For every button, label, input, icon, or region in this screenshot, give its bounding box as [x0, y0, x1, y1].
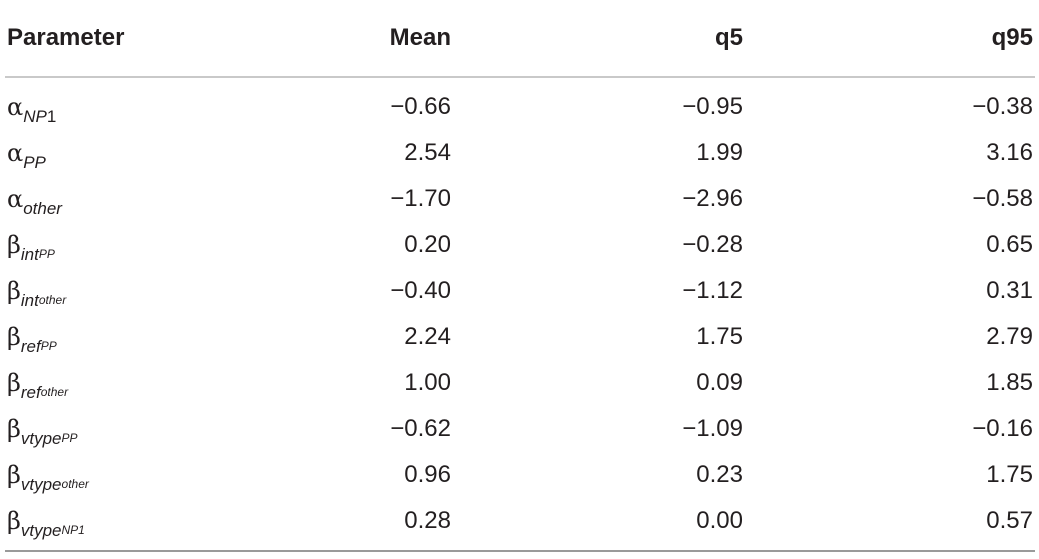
parameter-subscript: vtype [20, 428, 62, 448]
cell-q95: 1.85 [986, 369, 1033, 396]
parameter-subscript-tail: 1 [46, 106, 57, 126]
header-row: Parameter Mean q5 q95 [5, 0, 1035, 78]
cell-parameter: βrefother [5, 360, 303, 406]
cell-q95: 1.75 [986, 461, 1033, 488]
cell-q95: 0.31 [986, 277, 1033, 304]
cell-mean: 0.96 [404, 461, 451, 488]
cell-q5: 0.23 [696, 461, 743, 488]
cell-q95: −0.16 [972, 415, 1033, 442]
cell-q5: 0.09 [696, 369, 743, 396]
parameter-subscript: ref [20, 382, 41, 402]
parameter-sub-subscript: other [61, 476, 89, 491]
parameter-subscript: int [20, 244, 39, 264]
cell-parameter: βvtypePP [5, 406, 303, 452]
parameter-table: Parameter Mean q5 q95 αNP1 −0.66 −0.95 −0.3… [5, 0, 1035, 552]
cell-q5: −1.09 [682, 415, 743, 442]
parameter-symbol: β [7, 368, 21, 397]
table-row: αother −1.70 −2.96 −0.58 [5, 176, 1035, 222]
cell-mean: −0.62 [390, 415, 451, 442]
parameter-symbol: α [7, 138, 24, 167]
parameter-sub-subscript: PP [40, 338, 57, 353]
cell-mean: 1.00 [404, 369, 451, 396]
table-row: βintother −0.40 −1.12 0.31 [5, 268, 1035, 314]
cell-q95: −0.38 [972, 93, 1033, 120]
table-row: βvtypeNP1 0.28 0.00 0.57 [5, 498, 1035, 552]
cell-q5: −0.28 [682, 231, 743, 258]
parameter-symbol: β [7, 506, 21, 535]
cell-mean: −0.66 [390, 93, 451, 120]
cell-q95: −0.58 [972, 185, 1033, 212]
cell-mean: 2.24 [404, 323, 451, 350]
parameter-subscript: vtype [20, 474, 62, 494]
cell-q5: 1.99 [696, 139, 743, 166]
table-row: βvtypePP −0.62 −1.09 −0.16 [5, 406, 1035, 452]
parameter-subscript: NP [23, 106, 47, 126]
parameter-symbol: β [7, 322, 21, 351]
table-row: αPP 2.54 1.99 3.16 [5, 130, 1035, 176]
cell-q5: 1.75 [696, 323, 743, 350]
cell-parameter: βintPP [5, 222, 303, 268]
table-row: βintPP 0.20 −0.28 0.65 [5, 222, 1035, 268]
cell-parameter: αNP1 [5, 77, 303, 130]
parameter-sub-subscript: other [40, 384, 69, 399]
table-row: βvtypeother 0.96 0.23 1.75 [5, 452, 1035, 498]
cell-q5: −2.96 [682, 185, 743, 212]
cell-mean: −0.40 [390, 277, 451, 304]
parameter-sub-subscript: PP [38, 246, 55, 261]
table-row: βrefother 1.00 0.09 1.85 [5, 360, 1035, 406]
parameter-subscript: ref [20, 336, 41, 356]
parameter-subscript: other [23, 198, 62, 218]
cell-mean: −1.70 [390, 185, 451, 212]
cell-q95: 2.79 [986, 323, 1033, 350]
parameter-symbol: α [7, 92, 24, 121]
cell-q5: −1.12 [682, 277, 743, 304]
header-q95: q95 [745, 0, 1035, 78]
cell-parameter: βintother [5, 268, 303, 314]
cell-q5: 0.00 [453, 498, 745, 552]
cell-mean: 0.28 [303, 498, 453, 552]
header-parameter: Parameter [5, 0, 303, 78]
table-row: βrefPP 2.24 1.75 2.79 [5, 314, 1035, 360]
cell-q95: 3.16 [986, 139, 1033, 166]
parameter-sub-subscript: other [38, 292, 67, 307]
parameter-subscript: PP [23, 152, 46, 172]
header-q5: q5 [453, 0, 745, 78]
parameter-sub-subscript: NP1 [61, 522, 85, 537]
parameter-subscript: vtype [20, 520, 62, 540]
cell-mean: 0.20 [404, 231, 451, 258]
parameter-symbol: α [7, 184, 24, 213]
cell-parameter: βrefPP [5, 314, 303, 360]
parameter-symbol: β [7, 460, 21, 489]
parameter-symbol: β [7, 276, 21, 305]
cell-mean: 2.54 [404, 139, 451, 166]
parameter-sub-subscript: PP [61, 430, 78, 445]
cell-parameter: αPP [5, 130, 303, 176]
parameter-symbol: β [7, 230, 21, 259]
parameter-symbol: β [7, 414, 21, 443]
cell-q95: 0.65 [986, 231, 1033, 258]
cell-parameter: βvtypeNP1 [5, 498, 303, 552]
cell-parameter: βvtypeother [5, 452, 303, 498]
cell-parameter: αother [5, 176, 303, 222]
parameter-subscript: int [20, 290, 39, 310]
table-row: αNP1 −0.66 −0.95 −0.38 [5, 77, 1035, 130]
cell-q5: −0.95 [682, 93, 743, 120]
cell-q95: 0.57 [745, 498, 1035, 552]
header-mean: Mean [303, 0, 453, 78]
